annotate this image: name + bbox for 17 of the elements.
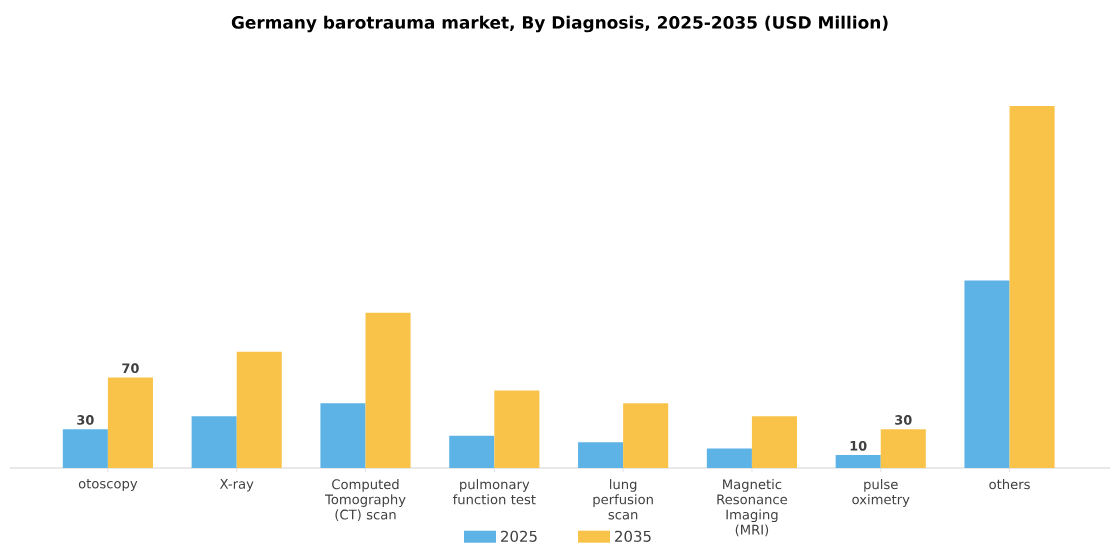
bar	[365, 312, 411, 468]
bar	[751, 416, 798, 468]
bar	[320, 403, 366, 468]
bar	[623, 403, 669, 468]
bar	[191, 416, 237, 468]
bar	[494, 390, 540, 468]
bar	[62, 429, 108, 468]
bar	[880, 429, 926, 468]
bar	[835, 455, 881, 468]
chart-title: Germany barotrauma market, By Diagnosis, 2025-2035 (USD Million)	[231, 15, 888, 33]
bar	[1009, 106, 1055, 468]
bar	[964, 280, 1010, 468]
bar	[107, 377, 153, 468]
bar	[578, 442, 624, 468]
bar	[449, 435, 495, 468]
bar	[706, 448, 752, 468]
bar	[236, 351, 282, 468]
